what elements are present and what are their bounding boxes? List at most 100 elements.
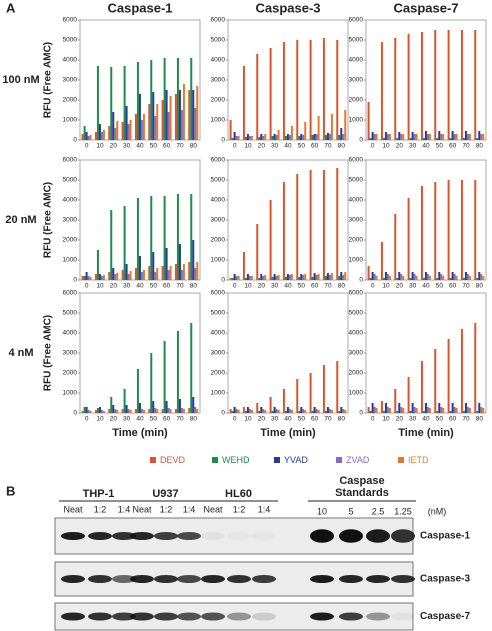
bar — [407, 198, 410, 280]
blot-band — [201, 532, 225, 540]
bar — [121, 409, 124, 413]
bar — [330, 410, 333, 413]
bar — [165, 248, 168, 280]
legend-label: WEHD — [222, 455, 250, 465]
bar — [384, 272, 387, 280]
bar — [369, 278, 372, 280]
y-tick-label: 1000 — [211, 390, 226, 397]
bar — [269, 200, 272, 280]
bar — [400, 407, 403, 413]
bar — [468, 276, 471, 280]
bar — [102, 275, 105, 280]
bar — [85, 132, 88, 140]
bar — [367, 266, 370, 280]
bar — [369, 411, 372, 413]
y-tick-label: 6000 — [63, 290, 78, 297]
bar — [422, 411, 425, 413]
lane-label: 1:4 — [118, 504, 131, 514]
y-tick-label: 6000 — [63, 17, 78, 24]
bar — [248, 409, 251, 413]
bar — [237, 276, 240, 280]
x-tick-label: 60 — [163, 416, 171, 423]
bar — [382, 278, 385, 280]
bar — [330, 273, 333, 280]
blot-label: Caspase-1 — [420, 531, 470, 542]
bar — [277, 130, 280, 140]
bar — [298, 411, 301, 413]
y-tick-label: 2000 — [211, 237, 226, 244]
y-tick-label: 2000 — [349, 97, 364, 104]
bar — [174, 264, 177, 280]
bar — [233, 407, 236, 413]
y-tick-label: 2000 — [349, 237, 364, 244]
x-tick-label: 80 — [476, 416, 484, 423]
bar — [98, 407, 101, 413]
bar — [474, 180, 477, 280]
x-tick-label: 10 — [382, 283, 390, 290]
bar — [380, 242, 383, 280]
blot-band — [130, 532, 154, 540]
bar — [304, 122, 307, 140]
bar — [178, 90, 181, 140]
blot-band — [154, 575, 178, 583]
bar — [482, 276, 485, 280]
y-tick-label: 2000 — [63, 237, 78, 244]
blot-band — [154, 532, 178, 540]
bar — [478, 272, 481, 280]
bar — [407, 377, 410, 413]
bar — [434, 30, 437, 140]
x-tick-label: 60 — [449, 283, 457, 290]
lane-label: 1:2 — [160, 504, 173, 514]
bar — [313, 134, 316, 140]
x-tick-label: 60 — [311, 143, 319, 150]
bar — [262, 136, 265, 140]
bar — [152, 401, 155, 413]
bar — [81, 134, 84, 140]
x-tick-label: 80 — [338, 416, 346, 423]
x-tick-label: 60 — [311, 416, 319, 423]
y-tick-label: 4000 — [211, 197, 226, 204]
blot-band — [227, 575, 251, 583]
bar — [388, 276, 391, 280]
bar — [384, 132, 387, 140]
y-tick-label: 5000 — [63, 310, 78, 317]
bar — [134, 268, 137, 280]
bar — [163, 196, 166, 280]
y-tick-label: 3000 — [211, 350, 226, 357]
y-tick-label: 5000 — [211, 310, 226, 317]
bar — [342, 275, 345, 280]
bar — [231, 138, 234, 140]
bar — [326, 273, 329, 280]
bar — [460, 30, 463, 140]
y-tick-label: 1000 — [349, 390, 364, 397]
bar — [176, 58, 179, 140]
bar — [424, 403, 427, 413]
x-tick-label: 40 — [422, 283, 430, 290]
x-tick-label: 70 — [462, 143, 470, 150]
x-tick-label: 10 — [244, 143, 252, 150]
bar — [269, 397, 272, 413]
bar — [123, 389, 126, 413]
bar — [411, 403, 414, 413]
bar — [148, 409, 151, 413]
bar — [367, 407, 370, 413]
legend-label: ZVAD — [346, 455, 370, 465]
bar — [371, 403, 374, 413]
bar — [302, 409, 305, 413]
y-tick-label: 2000 — [349, 370, 364, 377]
group-label: THP-1 — [83, 488, 115, 500]
bar — [102, 130, 105, 140]
bar — [375, 408, 378, 413]
bar — [317, 410, 320, 413]
bar — [413, 134, 416, 140]
bar — [85, 407, 88, 413]
y-axis-label: RFU (Free AMC) — [43, 182, 54, 258]
bar — [256, 224, 259, 280]
bar — [455, 276, 458, 280]
bar — [237, 136, 240, 140]
x-tick-label: 20 — [396, 143, 404, 150]
x-tick-label: 50 — [150, 416, 158, 423]
bar — [96, 250, 99, 280]
bar — [154, 408, 157, 413]
legend-label: DEVD — [160, 455, 186, 465]
